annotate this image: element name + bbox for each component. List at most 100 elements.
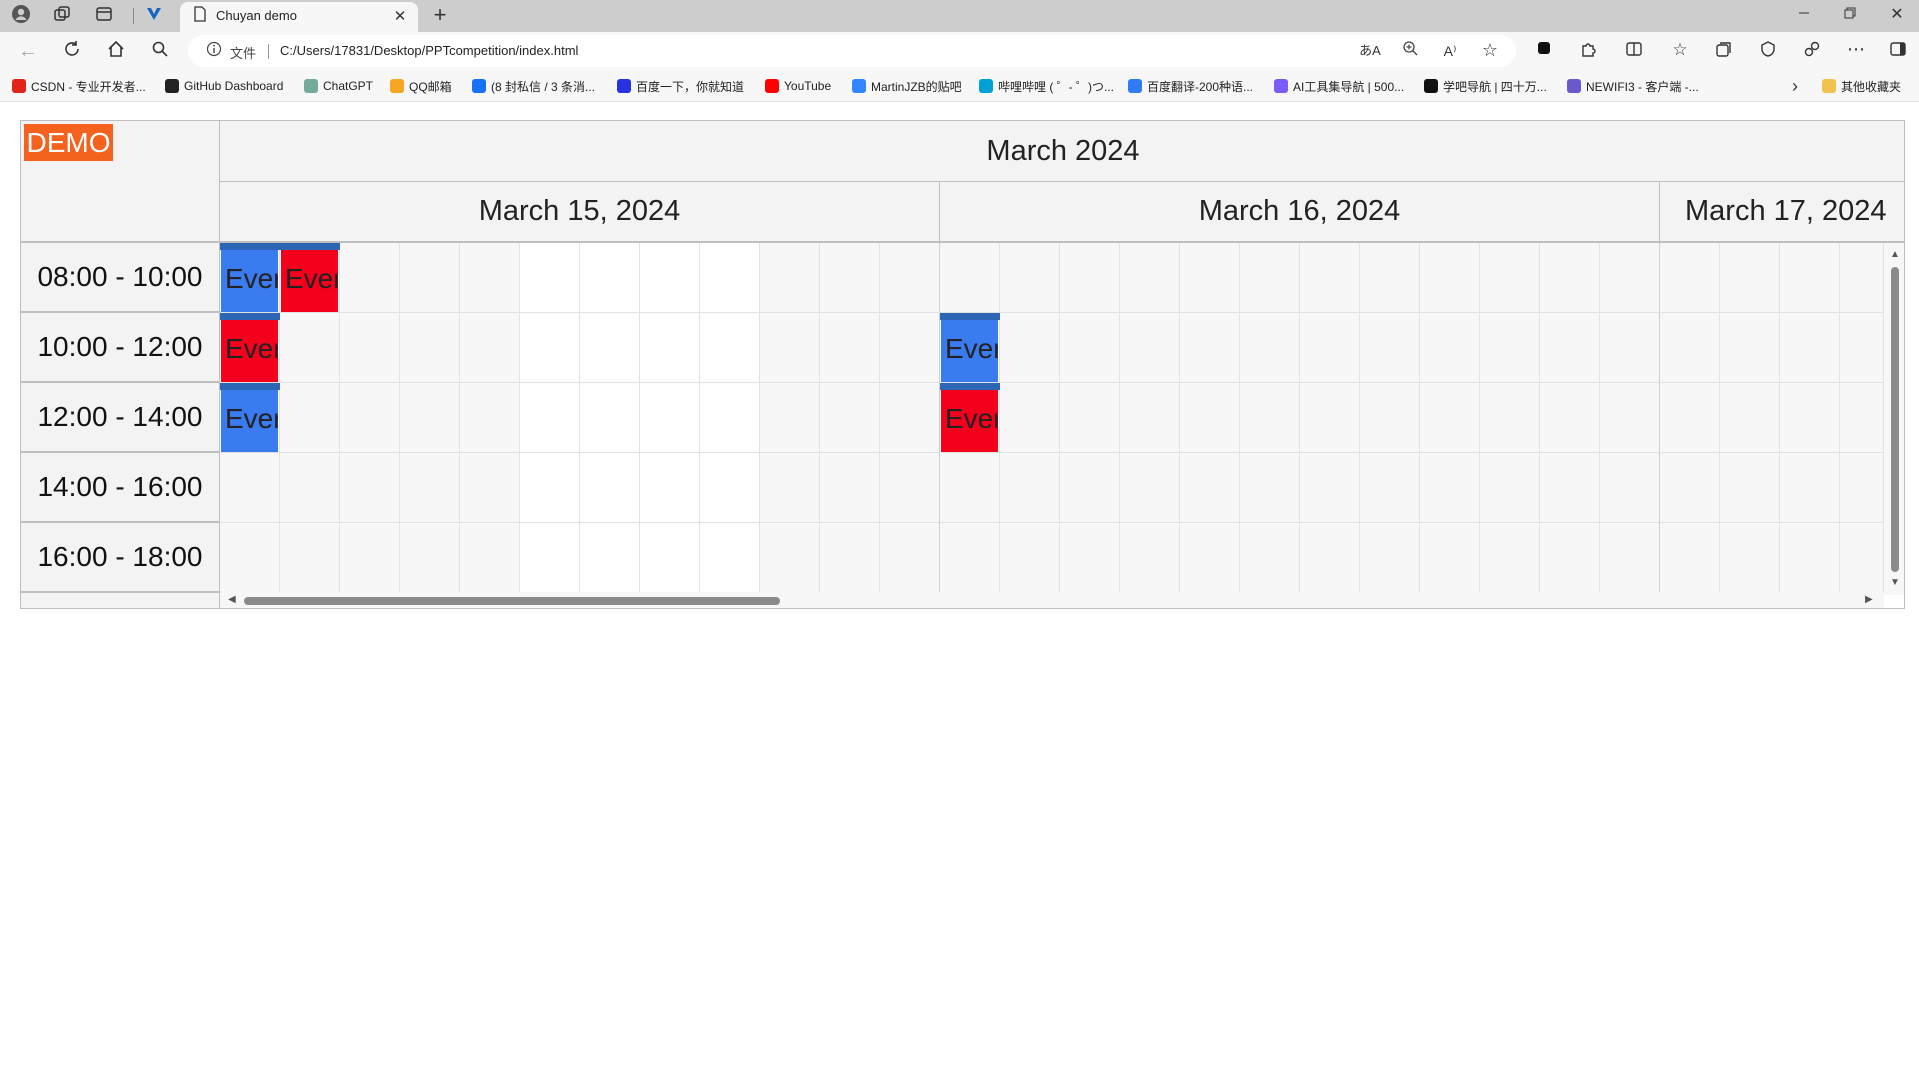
time-cell[interactable] [1180, 453, 1240, 523]
time-cell[interactable] [1420, 243, 1480, 313]
time-cell[interactable] [340, 453, 400, 523]
time-cell[interactable] [400, 383, 460, 453]
time-cell[interactable] [460, 523, 520, 593]
time-cell[interactable] [460, 453, 520, 523]
time-cell[interactable] [1660, 383, 1720, 453]
bookmark-item[interactable]: YouTube [765, 77, 831, 95]
time-cell[interactable] [340, 383, 400, 453]
time-cell[interactable] [1420, 313, 1480, 383]
reload-icon[interactable] [60, 40, 84, 62]
time-cell[interactable] [1660, 523, 1720, 593]
collections-icon[interactable] [1712, 40, 1736, 62]
bookmark-item[interactable]: MartinJZB的贴吧 [852, 77, 962, 95]
time-cell[interactable] [400, 523, 460, 593]
browser-essentials-icon[interactable] [1756, 40, 1780, 62]
back-icon[interactable]: ← [18, 40, 38, 62]
time-cell[interactable] [1060, 383, 1120, 453]
time-cell[interactable] [1240, 523, 1300, 593]
bookmarks-overflow-icon[interactable]: › [1792, 76, 1798, 96]
time-cell[interactable] [700, 313, 760, 383]
more-menu-icon[interactable]: ⋯ [1847, 39, 1865, 59]
sidebar-toggle-icon[interactable] [1886, 40, 1910, 62]
time-cell[interactable] [1120, 313, 1180, 383]
event-block[interactable]: Ever [221, 250, 278, 312]
time-cell[interactable] [760, 453, 820, 523]
time-cell[interactable] [1360, 453, 1420, 523]
time-cell[interactable] [1600, 453, 1660, 523]
time-cell[interactable] [640, 313, 700, 383]
time-cell[interactable] [460, 383, 520, 453]
time-cell[interactable] [1720, 523, 1780, 593]
time-cell[interactable] [640, 453, 700, 523]
time-cell[interactable] [1120, 453, 1180, 523]
active-tab[interactable]: Chuyan demo ✕ [180, 2, 418, 32]
favorites-icon[interactable]: ☆ [1672, 40, 1688, 59]
bookmark-item[interactable]: 百度一下，你就知道 [617, 77, 744, 95]
bookmark-item[interactable]: CSDN - 专业开发者... [12, 77, 146, 95]
time-cell[interactable] [880, 313, 940, 383]
extension-black-icon[interactable] [1532, 40, 1556, 62]
extensions-puzzle-icon[interactable] [1576, 40, 1600, 62]
close-window-icon[interactable]: ✕ [1890, 6, 1904, 23]
time-cell[interactable] [640, 523, 700, 593]
time-cell[interactable] [1600, 383, 1660, 453]
time-cell[interactable] [1000, 313, 1060, 383]
time-cell[interactable] [1060, 313, 1120, 383]
translate-icon[interactable]: あA [1359, 43, 1381, 58]
time-cell[interactable] [1000, 523, 1060, 593]
time-cell[interactable] [1660, 313, 1720, 383]
scroll-down-icon[interactable]: ▼ [1890, 577, 1900, 588]
search-icon[interactable] [148, 40, 172, 62]
time-cell[interactable] [1120, 523, 1180, 593]
time-cell[interactable] [1840, 243, 1884, 313]
event-block[interactable]: Ever [941, 390, 998, 452]
event-block[interactable]: Ever [221, 390, 278, 452]
minimize-icon[interactable] [1792, 4, 1816, 26]
time-cell[interactable] [1780, 523, 1840, 593]
time-cell[interactable] [280, 523, 340, 593]
workspaces-icon[interactable] [50, 5, 74, 27]
time-cell[interactable] [940, 243, 1000, 313]
time-cell[interactable] [1300, 243, 1360, 313]
time-cell[interactable] [1840, 313, 1884, 383]
time-cell[interactable] [580, 523, 640, 593]
time-cell[interactable] [1300, 523, 1360, 593]
time-cell[interactable] [580, 453, 640, 523]
time-cell[interactable] [520, 243, 580, 313]
time-cell[interactable] [1720, 453, 1780, 523]
time-cell[interactable] [1660, 243, 1720, 313]
time-cell[interactable] [700, 383, 760, 453]
info-icon[interactable] [202, 41, 226, 63]
time-cell[interactable] [820, 383, 880, 453]
bookmark-item[interactable]: AI工具集导航 | 500... [1274, 77, 1404, 95]
split-screen-icon[interactable] [1622, 40, 1646, 62]
scroll-up-icon[interactable]: ▲ [1890, 249, 1900, 260]
time-cell[interactable] [340, 243, 400, 313]
time-cell[interactable] [1480, 453, 1540, 523]
time-cell[interactable] [760, 313, 820, 383]
time-cell[interactable] [1360, 313, 1420, 383]
close-tab-icon[interactable]: ✕ [393, 8, 407, 25]
time-cell[interactable] [580, 243, 640, 313]
time-cell[interactable] [760, 243, 820, 313]
time-cell[interactable] [520, 383, 580, 453]
time-cell[interactable] [1420, 523, 1480, 593]
time-cell[interactable] [700, 243, 760, 313]
time-cell[interactable] [820, 243, 880, 313]
tab-actions-icon[interactable] [92, 5, 116, 27]
time-cell[interactable] [1540, 523, 1600, 593]
time-cell[interactable] [640, 383, 700, 453]
time-cell[interactable] [520, 313, 580, 383]
event-block[interactable]: Ever [221, 320, 278, 382]
home-icon[interactable] [104, 40, 128, 62]
bookmark-item[interactable]: 哔哩哔哩 ( ゜- ゜)つ... [979, 77, 1114, 95]
time-cell[interactable] [1540, 313, 1600, 383]
time-cell[interactable] [460, 313, 520, 383]
time-cell[interactable] [1780, 313, 1840, 383]
time-cell[interactable] [1780, 243, 1840, 313]
time-cell[interactable] [1720, 243, 1780, 313]
time-cell[interactable] [1180, 313, 1240, 383]
time-cell[interactable] [1540, 383, 1600, 453]
time-cell[interactable] [280, 453, 340, 523]
bookmark-item[interactable]: 学吧导航 | 四十万... [1424, 77, 1547, 95]
